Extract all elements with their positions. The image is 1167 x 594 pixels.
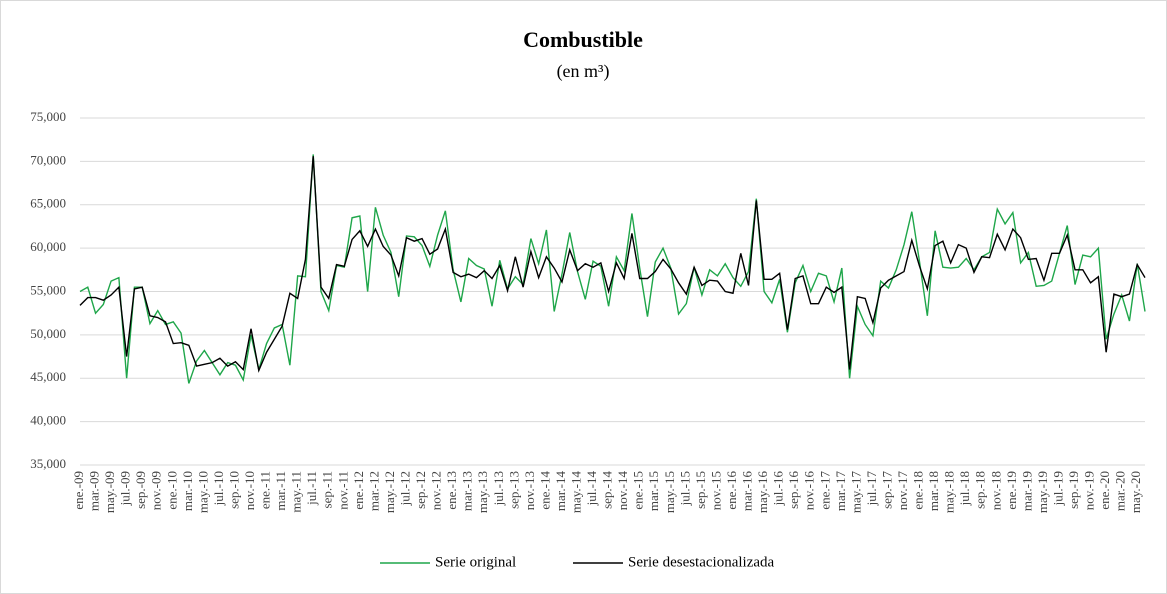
x-tick-label: ene.-14: [537, 471, 552, 510]
x-tick-label: nov.-14: [615, 471, 630, 511]
x-tick-label: nov.-16: [802, 471, 817, 511]
x-tick-label: may.-15: [662, 471, 677, 513]
legend-label: Serie original: [435, 554, 516, 570]
x-tick-label: may.-19: [1035, 471, 1050, 513]
x-tick-label: nov.-18: [988, 471, 1003, 510]
x-tick-label: ene.-13: [444, 471, 459, 510]
x-tick-label: mar.-18: [926, 471, 941, 511]
x-tick-label: jul.-12: [397, 471, 412, 506]
x-tick-label: jul.-16: [771, 471, 786, 507]
x-tick-label: sep.-09: [133, 471, 148, 509]
x-tick-label: jul.-14: [584, 471, 599, 507]
x-tick-label: may.-13: [475, 471, 490, 513]
x-tick-label: sep.-11: [320, 471, 335, 508]
x-tick-label: ene.-18: [911, 471, 926, 510]
legend-label: Serie desestacionalizada: [628, 554, 775, 570]
y-tick-label: 50,000: [30, 326, 66, 341]
x-tick-label: mar.-17: [833, 471, 848, 512]
x-tick-label: nov.-11: [335, 471, 350, 510]
x-tick-label: ene.-20: [1097, 471, 1112, 510]
x-tick-label: sep.-13: [506, 471, 521, 509]
x-tick-label: mar.-12: [366, 471, 381, 511]
x-tick-label: ene.-16: [724, 471, 739, 510]
x-tick-label: nov.-17: [895, 471, 910, 511]
x-tick-label: mar.-09: [87, 471, 102, 511]
x-tick-label: ene.-09: [71, 471, 86, 510]
x-tick-label: jul.-09: [118, 471, 133, 506]
y-tick-label: 75,000: [30, 109, 66, 124]
x-tick-label: mar.-15: [646, 471, 661, 511]
x-tick-label: sep.-10: [226, 471, 241, 509]
y-tick-label: 60,000: [30, 239, 66, 254]
x-tick-label: may.-18: [942, 471, 957, 513]
x-tick-label: sep.-19: [1066, 471, 1081, 509]
x-tick-label: nov.-13: [522, 471, 537, 510]
x-tick-label: may.-14: [569, 471, 584, 514]
y-tick-label: 45,000: [30, 369, 66, 384]
series-line: [79, 156, 1146, 373]
x-tick-label: ene.-12: [351, 471, 366, 510]
x-tick-label: sep.-15: [693, 471, 708, 509]
x-tick-label: sep.-16: [786, 471, 801, 509]
x-tick-label: jul.-17: [864, 471, 879, 507]
x-tick-label: ene.-17: [817, 471, 832, 510]
x-tick-label: nov.-09: [149, 471, 164, 510]
y-tick-label: 65,000: [30, 196, 66, 211]
x-tick-label: nov.-15: [708, 471, 723, 510]
x-tick-label: nov.-10: [242, 471, 257, 510]
x-tick-label: sep.-18: [973, 471, 988, 509]
x-tick-label: sep.-14: [600, 471, 615, 509]
x-tick-label: may.-12: [382, 471, 397, 513]
x-tick-label: may.-11: [289, 471, 304, 513]
x-tick-label: mar.-19: [1019, 471, 1034, 511]
y-tick-label: 55,000: [30, 282, 66, 297]
y-tick-label: 70,000: [30, 152, 66, 167]
chart-subtitle: (en m³): [557, 61, 610, 82]
x-tick-label: nov.-19: [1082, 471, 1097, 510]
x-tick-label: mar.-20: [1113, 471, 1128, 511]
x-tick-label: ene.-10: [164, 471, 179, 510]
x-tick-label: jul.-13: [491, 471, 506, 506]
x-tick-label: nov.-12: [429, 471, 444, 510]
x-tick-label: ene.-19: [1004, 471, 1019, 510]
x-tick-label: sep.-12: [413, 471, 428, 509]
x-tick-label: mar.-13: [460, 471, 475, 511]
x-tick-label: mar.-10: [180, 471, 195, 511]
x-tick-label: mar.-14: [553, 471, 568, 512]
x-tick-label: may.-17: [848, 471, 863, 514]
x-tick-label: ene.-15: [631, 471, 646, 510]
x-tick-label: may.-20: [1128, 471, 1143, 513]
x-tick-label: ene.-11: [258, 471, 273, 509]
x-tick-label: jul.-19: [1050, 471, 1065, 506]
x-tick-label: sep.-17: [879, 471, 894, 509]
x-tick-label: jul.-15: [677, 471, 692, 506]
x-tick-label: jul.-18: [957, 471, 972, 506]
x-tick-label: mar.-11: [273, 471, 288, 511]
x-tick-label: mar.-16: [740, 471, 755, 512]
x-tick-label: jul.-10: [211, 471, 226, 506]
x-tick-label: jul.-11: [304, 471, 319, 506]
y-tick-label: 40,000: [30, 413, 66, 428]
chart-title: Combustible: [523, 27, 643, 52]
x-tick-label: may.-10: [195, 471, 210, 513]
x-tick-label: may.-09: [102, 471, 117, 513]
y-tick-label: 35,000: [30, 456, 66, 471]
x-tick-label: may.-16: [755, 471, 770, 514]
